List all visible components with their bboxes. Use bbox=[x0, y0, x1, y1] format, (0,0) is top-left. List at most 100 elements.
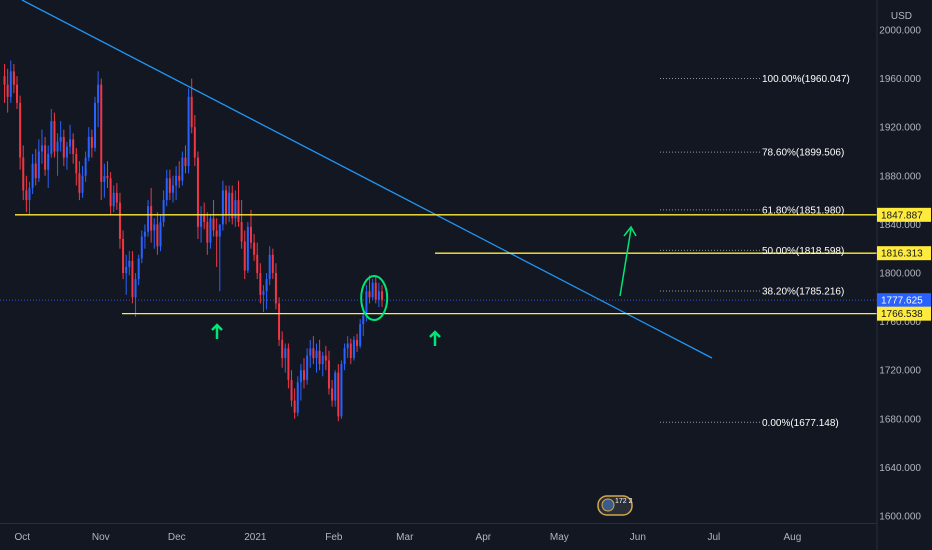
candle bbox=[115, 183, 118, 210]
candle-body bbox=[371, 282, 374, 298]
candle-body bbox=[268, 254, 271, 280]
candle bbox=[237, 180, 240, 227]
price-tick-label: 1800.000 bbox=[879, 269, 921, 280]
candle bbox=[327, 350, 330, 395]
price-tag-label: 1847.887 bbox=[881, 210, 923, 221]
candle bbox=[50, 108, 53, 158]
candle-body bbox=[103, 175, 106, 182]
fib-level-label: 50.00%(1818.598) bbox=[762, 246, 844, 257]
candle bbox=[243, 230, 246, 280]
candle bbox=[171, 175, 174, 203]
candle bbox=[299, 364, 302, 401]
candle-body bbox=[90, 136, 93, 148]
candle-body bbox=[3, 76, 6, 85]
candle-body bbox=[309, 348, 312, 356]
candle-body bbox=[25, 190, 28, 201]
candle-body bbox=[196, 157, 199, 227]
candle bbox=[359, 319, 362, 349]
candle-body bbox=[234, 200, 237, 219]
candle bbox=[69, 124, 72, 154]
candle-body bbox=[362, 315, 365, 325]
candle bbox=[193, 115, 196, 167]
candle bbox=[22, 145, 25, 201]
candle-body bbox=[374, 282, 377, 300]
price-tick-label: 1840.000 bbox=[879, 220, 921, 231]
candle bbox=[16, 76, 19, 109]
candle bbox=[100, 78, 103, 201]
price-tag: 1816.313 bbox=[877, 246, 931, 261]
candle bbox=[131, 251, 134, 304]
time-tick-label: 2021 bbox=[244, 532, 267, 543]
candle-body bbox=[206, 221, 209, 243]
candle-body bbox=[324, 355, 327, 361]
candle bbox=[265, 273, 268, 310]
candle bbox=[256, 242, 259, 280]
price-tag-bg bbox=[877, 207, 931, 222]
time-tick-label: Mar bbox=[396, 532, 414, 543]
candle bbox=[374, 275, 377, 304]
candle bbox=[209, 214, 212, 249]
candle-body bbox=[37, 151, 40, 179]
candle bbox=[128, 251, 131, 276]
candle bbox=[196, 151, 199, 239]
candle-body bbox=[137, 258, 140, 280]
candle bbox=[65, 141, 68, 170]
fib-level-label: 100.00%(1960.047) bbox=[762, 74, 850, 85]
candle-body bbox=[356, 339, 359, 346]
candle-body bbox=[147, 206, 150, 232]
candle-body bbox=[131, 260, 134, 298]
candle bbox=[112, 185, 115, 213]
candle-body bbox=[200, 214, 203, 227]
candle-body bbox=[122, 238, 125, 273]
time-axis[interactable]: Oct Nov Dec 2021 Feb Mar Apr May Jun Jul Aug bbox=[0, 523, 877, 544]
candle-body bbox=[187, 96, 190, 167]
candle bbox=[287, 343, 290, 389]
candle-body bbox=[28, 187, 31, 201]
candle bbox=[318, 339, 321, 371]
candle bbox=[184, 145, 187, 174]
arrow-head bbox=[211, 323, 223, 331]
price-axis[interactable]: 1600.000 1640.000 1680.000 1720.000 1760.000… bbox=[876, 0, 931, 550]
candle bbox=[253, 234, 256, 261]
candle bbox=[78, 161, 81, 201]
candle-body bbox=[84, 157, 87, 176]
time-tick-label: May bbox=[550, 532, 569, 543]
price-tick-label: 1600.000 bbox=[879, 512, 921, 523]
candle-body bbox=[306, 355, 309, 380]
time-tick-label: Nov bbox=[92, 532, 110, 543]
candle-body bbox=[118, 202, 121, 239]
candle bbox=[75, 147, 78, 186]
candle bbox=[94, 96, 97, 152]
candle bbox=[147, 200, 150, 237]
candle bbox=[203, 202, 206, 230]
candle bbox=[90, 129, 93, 158]
candle bbox=[9, 60, 12, 103]
candle bbox=[293, 388, 296, 419]
candle-body bbox=[296, 382, 299, 413]
candle bbox=[346, 336, 349, 359]
candle-body bbox=[259, 273, 262, 295]
candle-body bbox=[31, 163, 34, 188]
candle bbox=[200, 206, 203, 243]
candle-body bbox=[331, 388, 334, 401]
candle bbox=[134, 273, 137, 317]
candle bbox=[331, 379, 334, 407]
candle-body bbox=[97, 84, 100, 103]
candle bbox=[231, 185, 234, 225]
candle-body bbox=[78, 173, 81, 193]
candle-body bbox=[231, 192, 234, 219]
candle-body bbox=[290, 379, 293, 401]
time-tick-label: Oct bbox=[14, 532, 30, 543]
projection-arrow-icon bbox=[619, 225, 637, 297]
candle-body bbox=[265, 279, 268, 292]
candle-body bbox=[352, 339, 355, 359]
candle bbox=[159, 214, 162, 252]
candle bbox=[218, 224, 221, 292]
candle-body bbox=[94, 102, 97, 148]
price-tag: 1847.887 bbox=[877, 207, 931, 222]
candle bbox=[324, 345, 327, 371]
candle bbox=[281, 331, 284, 368]
price-tick-label: 1720.000 bbox=[879, 366, 921, 377]
